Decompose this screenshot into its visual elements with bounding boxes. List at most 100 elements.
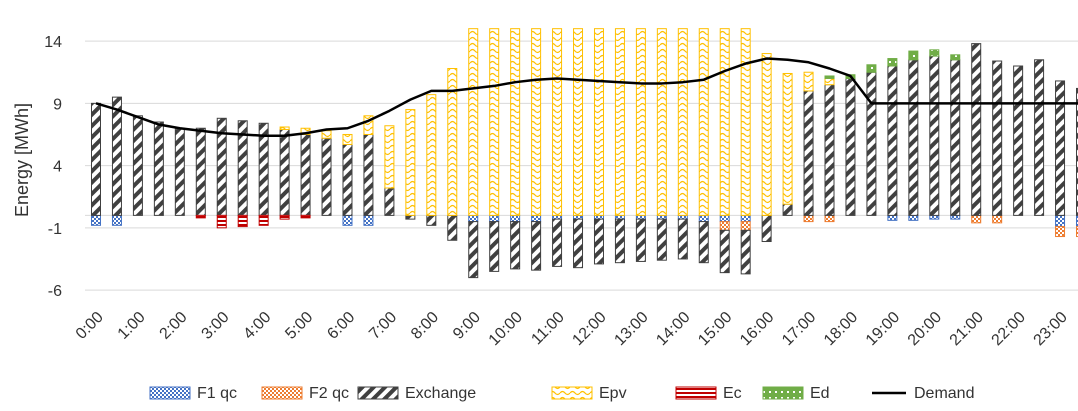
legend-label: Epv	[599, 385, 627, 402]
x-tick-label: 3:00	[199, 309, 233, 343]
bar-ed	[950, 54, 961, 61]
bar-f1-qc	[573, 214, 584, 220]
bar-f1-qc	[91, 214, 101, 226]
bar-epv	[782, 72, 793, 205]
bar-exchange	[908, 59, 919, 216]
bar-exchange	[1055, 80, 1066, 216]
bar-exchange	[782, 203, 793, 216]
bar-epv	[698, 28, 709, 216]
x-tick-label: 23:00	[1031, 309, 1071, 349]
x-tick-label: 9:00	[450, 309, 484, 343]
bar-epv	[614, 28, 625, 216]
y-tick-label: 14	[44, 34, 62, 51]
bar-exchange	[929, 55, 940, 216]
bar-epv	[719, 28, 730, 216]
bar-epv	[363, 115, 374, 135]
bar-exchange	[971, 43, 982, 216]
bar-exchange	[384, 187, 395, 216]
bar-ec	[258, 214, 269, 226]
bar-epv	[384, 125, 395, 189]
bar-f1-qc	[468, 214, 479, 223]
bar-ec	[300, 214, 311, 219]
bar-epv	[468, 28, 479, 216]
bar-exchange	[1034, 59, 1045, 216]
legend-label: F2 qc	[309, 385, 349, 402]
bar-ec	[195, 214, 206, 219]
bar-exchange	[510, 221, 521, 270]
bar-exchange	[677, 218, 688, 260]
bar-exchange	[992, 60, 1003, 216]
y-tick-label: 4	[53, 159, 62, 176]
legend-label: F1 qc	[197, 385, 237, 402]
bar-exchange	[195, 127, 206, 216]
bar-exchange	[258, 122, 269, 216]
bar-epv	[279, 126, 290, 130]
bar-f1-qc	[111, 214, 122, 226]
bar-epv	[405, 109, 416, 216]
x-tick-label: 7:00	[366, 309, 400, 343]
bar-epv	[803, 71, 814, 92]
bar-f1-qc	[908, 214, 919, 221]
bar-f1-qc	[593, 214, 604, 220]
x-tick-label: 16:00	[737, 309, 777, 349]
bar-exchange	[1013, 65, 1024, 216]
bar-exchange	[824, 84, 835, 216]
x-tick-label: 8:00	[408, 309, 442, 343]
x-tick-label: 12:00	[569, 309, 609, 349]
bar-ec	[216, 214, 227, 229]
bar-exchange	[405, 214, 416, 220]
x-tick-label: 18:00	[821, 309, 861, 349]
x-tick-label: 15:00	[695, 309, 735, 349]
bar-f1-qc	[1055, 214, 1066, 228]
bar-ed	[824, 75, 835, 79]
bar-exchange	[635, 218, 646, 262]
bar-f1-qc	[614, 214, 625, 220]
bar-epv	[342, 133, 353, 145]
bar-f1-qc	[887, 214, 898, 221]
bar-f1-qc	[698, 214, 709, 223]
y-tick-label: -1	[48, 221, 62, 238]
bar-exchange	[91, 102, 101, 216]
bar-f1-qc	[363, 214, 374, 226]
bar-f1-qc	[950, 214, 961, 220]
bar-f2-qc	[803, 214, 814, 223]
bar-exchange	[489, 221, 500, 272]
bar-exchange	[698, 221, 709, 264]
bar-f2-qc	[971, 214, 982, 224]
bar-f1-qc	[510, 214, 521, 223]
bar-exchange	[552, 218, 563, 267]
bar-exchange	[719, 229, 730, 274]
bar-epv	[552, 28, 563, 216]
bar-exchange	[845, 77, 856, 216]
x-tick-label: 4:00	[240, 309, 274, 343]
demand-line	[95, 57, 1078, 137]
bar-exchange	[132, 115, 143, 216]
bar-f1-qc	[929, 214, 940, 220]
bar-f2-qc	[992, 214, 1003, 224]
legend-swatch-ed	[762, 386, 804, 400]
bar-f1-qc	[531, 214, 542, 223]
bar-exchange	[614, 218, 625, 264]
bar-exchange	[573, 218, 584, 269]
x-tick-label: 11:00	[528, 309, 568, 349]
bar-f2-qc	[719, 221, 730, 231]
legend-swatch-ec	[675, 386, 717, 400]
y-axis-title: Energy [MWh]	[12, 103, 32, 217]
bar-exchange	[761, 214, 772, 243]
x-tick-label: 22:00	[989, 309, 1029, 349]
bar-exchange	[950, 59, 961, 216]
bar-f1-qc	[552, 214, 563, 220]
bar-f2-qc	[1055, 226, 1066, 238]
y-tick-label: 9	[53, 96, 62, 113]
bar-exchange	[468, 221, 479, 279]
x-tick-label: 0:00	[73, 309, 107, 343]
bar-ec	[279, 214, 290, 220]
legend-swatch-f1-qc	[149, 386, 191, 400]
bar-exchange	[363, 133, 374, 216]
bar-exchange	[887, 65, 898, 216]
bar-epv	[740, 28, 751, 216]
x-tick-label: 2:00	[157, 309, 191, 343]
x-tick-label: 5:00	[282, 309, 316, 343]
legend: F1 qc F2 qc Exchange Epv Ec Ed Demand	[149, 385, 974, 402]
